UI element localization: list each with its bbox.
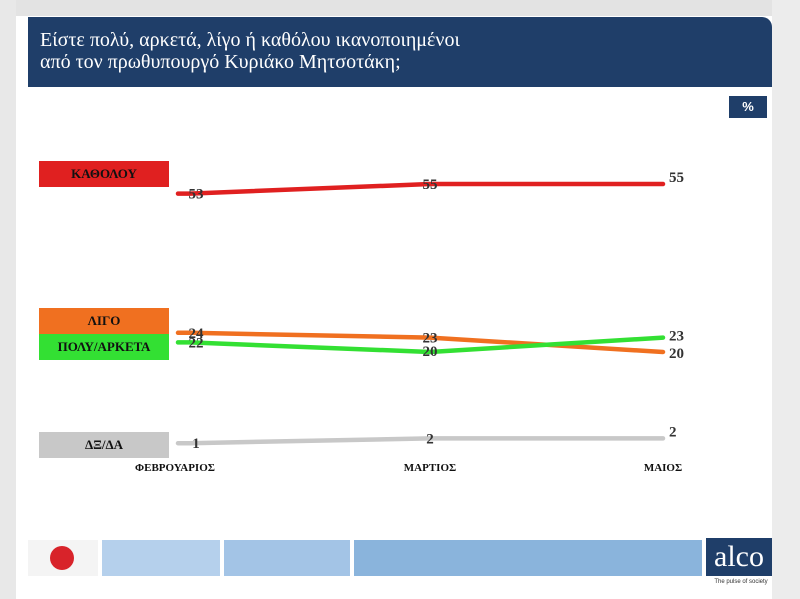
chart-title: Είστε πολύ, αρκετά, λίγο ή καθόλου ικανο…: [40, 29, 760, 73]
broadcaster-logo: [28, 540, 98, 576]
data-label: 22: [189, 335, 204, 351]
data-label: 2: [669, 424, 677, 440]
frame-left: [0, 0, 16, 599]
unit-badge: %: [729, 96, 767, 118]
data-label: 55: [423, 177, 438, 193]
data-label: 23: [669, 329, 684, 345]
frame-top: [0, 0, 800, 16]
series-line: [175, 335, 666, 355]
series-label: ΠΟΛΥ/ΑΡΚΕΤΑ: [39, 334, 169, 360]
data-label: 53: [189, 187, 204, 203]
data-label: 23: [423, 331, 438, 347]
series-label: ΛΙΓΟ: [39, 308, 169, 334]
title-banner: Είστε πολύ, αρκετά, λίγο ή καθόλου ικανο…: [28, 17, 772, 87]
frame-right: [772, 0, 800, 599]
title-line-2: από τον πρωθυπουργό Κυριάκο Μητσοτάκη;: [40, 51, 401, 73]
data-label: 24: [189, 326, 205, 342]
data-label: 20: [423, 344, 438, 360]
data-label: 55: [669, 170, 684, 186]
broadcaster-logo-icon: [50, 546, 74, 570]
footer-block-3: [354, 540, 702, 576]
data-label: 20: [669, 346, 684, 362]
x-tick-label: ΜΑΙΟΣ: [644, 462, 682, 474]
alco-tagline: The pulse of society: [714, 579, 768, 585]
title-line-1: Είστε πολύ, αρκετά, λίγο ή καθόλου ικανο…: [40, 29, 460, 51]
x-tick-label: ΦΕΒΡΟΥΑΡΙΟΣ: [135, 462, 215, 474]
footer-bar: alco The pulse of society: [28, 538, 772, 585]
footer-block-1: [102, 540, 220, 576]
x-tick-label: ΜΑΡΤΙΟΣ: [404, 462, 456, 474]
data-label: 2: [426, 431, 434, 447]
series-label: ΚΑΘΟΛΟΥ: [39, 161, 169, 187]
data-label: 1: [192, 436, 200, 452]
series-line: [175, 436, 666, 446]
footer-block-2: [224, 540, 350, 576]
series-line: [175, 181, 666, 196]
series-label: ΔΞ/ΔΑ: [39, 432, 169, 458]
alco-logo: alco: [706, 538, 772, 576]
